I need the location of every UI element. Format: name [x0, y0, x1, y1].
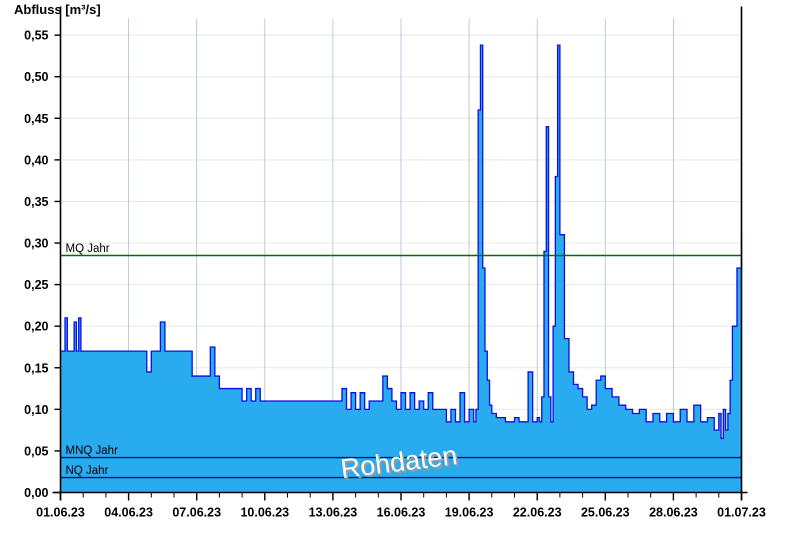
x-tick-label: 16.06.23 [377, 506, 426, 520]
series-fill [60, 45, 742, 493]
x-tick-label: 25.06.23 [581, 506, 630, 520]
y-tick-label: 0,00 [24, 486, 48, 500]
y-tick-label: 0,55 [24, 29, 48, 43]
chart-title: Abfluss [m³/s] [14, 2, 101, 17]
series-outline [60, 44, 743, 440]
reference-label-nq-jahr: NQ Jahr [66, 465, 109, 477]
x-axis-tick-labels: 01.06.23 04.06.23 07.06.23 10.06.23 13.06.23… [36, 506, 766, 520]
y-tick-label: 0,20 [24, 320, 48, 334]
axes [52, 6, 748, 501]
y-tick-label: 0,40 [24, 153, 48, 167]
x-tick-label: 28.06.23 [649, 506, 698, 520]
x-tick-label: 01.07.23 [717, 506, 766, 520]
tick-marks [54, 34, 743, 501]
y-tick-label: 0,05 [24, 444, 48, 458]
y-tick-label: 0,30 [24, 237, 48, 251]
x-tick-label: 04.06.23 [104, 506, 153, 520]
reference-label-mnq-jahr: MNQ Jahr [66, 445, 119, 457]
y-tick-label: 0,35 [24, 195, 48, 209]
y-tick-label: 0,25 [24, 278, 48, 292]
x-tick-label: 10.06.23 [240, 506, 289, 520]
x-tick-label: 07.06.23 [172, 506, 221, 520]
y-tick-label: 0,45 [24, 112, 48, 126]
x-tick-label: 22.06.23 [513, 506, 562, 520]
reference-lines [60, 254, 742, 479]
reference-label-mq-jahr: MQ Jahr [66, 243, 110, 255]
series-rohdaten-area [60, 44, 743, 493]
reference-line-labels: MQ Jahr MNQ Jahr NQ Jahr [66, 243, 119, 477]
y-axis-tick-labels: 0,00 0,05 0,10 0,15 0,20 0,25 0,30 0,35 0,40 0,45… [24, 29, 48, 500]
y-tick-label: 0,10 [24, 403, 48, 417]
y-tick-label: 0,50 [24, 70, 48, 84]
x-tick-label: 01.06.23 [36, 506, 85, 520]
x-tick-label: 19.06.23 [445, 506, 494, 520]
y-tick-label: 0,15 [24, 361, 48, 375]
x-tick-label: 13.06.23 [309, 506, 358, 520]
